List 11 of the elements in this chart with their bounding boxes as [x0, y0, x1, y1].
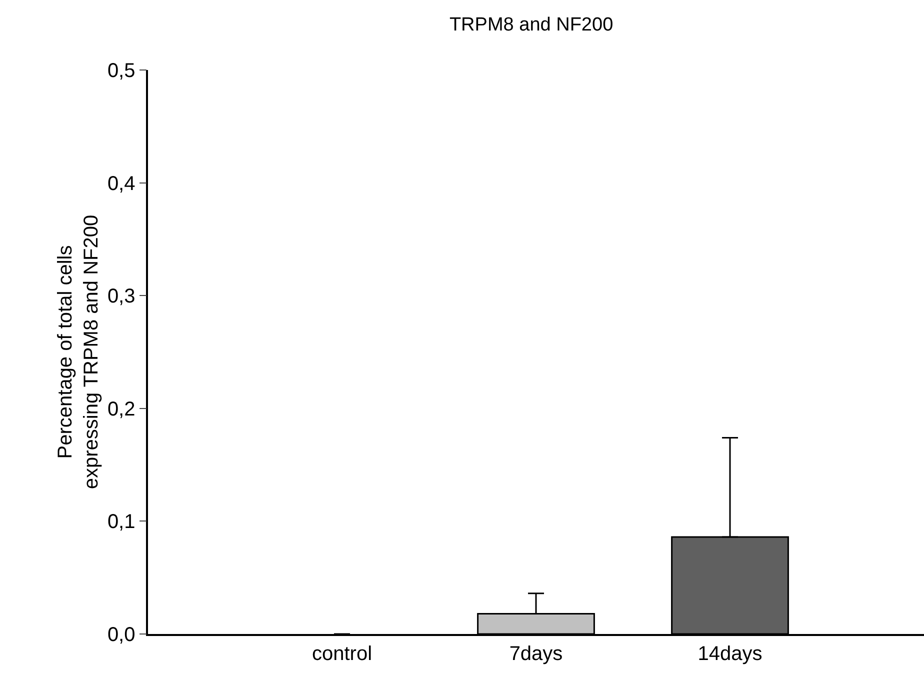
x-tick-label: 14days: [698, 643, 762, 665]
x-tick-label: control: [312, 643, 372, 665]
y-tick-label: 0,4: [107, 172, 136, 195]
y-axis-title: Percentage of total cells expressing TRPM8 and NF200: [54, 214, 102, 490]
x-tick-label: 7days: [509, 643, 563, 665]
y-tick-label: 0,1: [107, 511, 136, 534]
chart-title: TRPM8 and NF200: [449, 14, 614, 36]
y-tick-label: 0,2: [107, 398, 136, 420]
y-tick-label: 0,5: [107, 60, 136, 82]
y-tick-label: 0,0: [107, 624, 136, 646]
y-tick-label: 0,3: [107, 286, 136, 308]
